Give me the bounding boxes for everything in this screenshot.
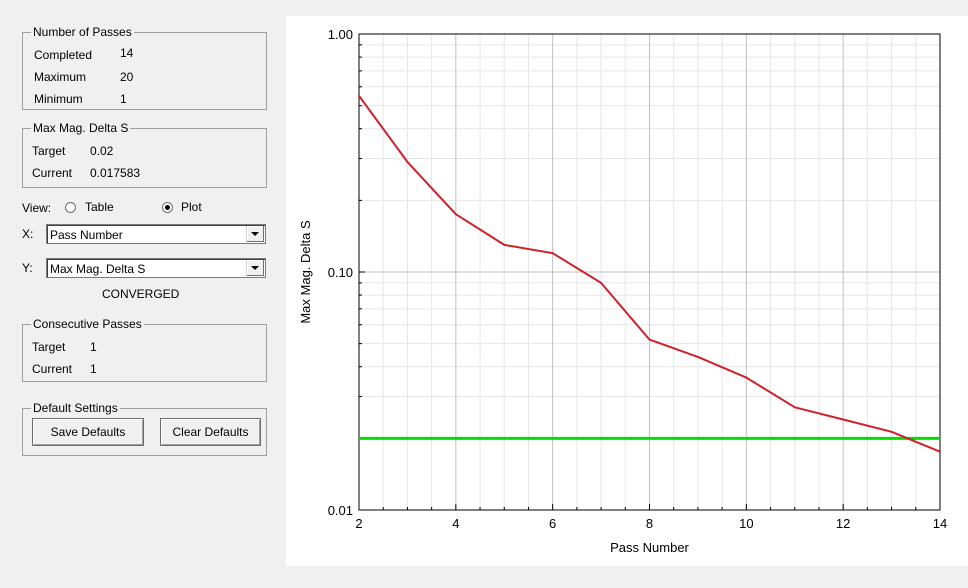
delta-target-value: 0.02: [90, 144, 114, 158]
save-defaults-button[interactable]: Save Defaults: [32, 418, 144, 446]
plot-radio-label[interactable]: Plot: [181, 200, 202, 214]
convergence-chart: 2 4 6 8 10 12 14 0.01 0.10 1.00 Pass Number Max M…: [298, 27, 948, 555]
clear-defaults-button[interactable]: Clear Defaults: [160, 418, 261, 446]
delta-target-label: Target: [32, 144, 66, 158]
plot-panel: 2 4 6 8 10 12 14 0.01 0.10 1.00 Pass Number Max M…: [286, 16, 968, 566]
minimum-label: Minimum: [34, 92, 83, 106]
maximum-label: Maximum: [34, 70, 87, 84]
y-axis-select-value: Max Mag. Delta S: [50, 262, 146, 276]
data-point: [503, 243, 506, 246]
consecutive-passes-title: Consecutive Passes: [31, 317, 144, 331]
x-tick-label: 14: [933, 516, 947, 531]
chevron-down-icon[interactable]: [246, 260, 264, 276]
data-point: [793, 406, 796, 409]
data-point: [745, 376, 748, 379]
y-axis-select[interactable]: Max Mag. Delta S: [46, 258, 266, 278]
delta-current-label: Current: [32, 166, 73, 180]
data-point: [600, 281, 603, 284]
default-settings-title: Default Settings: [31, 401, 120, 415]
chevron-down-icon[interactable]: [246, 226, 264, 242]
delta-current-value: 0.017583: [90, 166, 141, 180]
plot-radio[interactable]: [162, 202, 173, 213]
number-of-passes-group: Number of Passes Completed 14 Maximum 20…: [22, 25, 267, 110]
data-point: [358, 94, 360, 97]
x-tick-label: 8: [646, 516, 653, 531]
minimum-value: 1: [120, 92, 127, 106]
x-tick-label: 4: [452, 516, 459, 531]
x-tick-label: 2: [355, 516, 362, 531]
completed-value: 14: [120, 46, 134, 60]
table-radio[interactable]: [65, 202, 76, 213]
convergence-status: CONVERGED: [102, 287, 180, 301]
consecutive-target-label: Target: [32, 340, 66, 354]
maximum-value: 20: [120, 70, 134, 84]
consecutive-passes-group: Consecutive Passes Target 1 Current 1: [22, 317, 267, 382]
default-settings-group: Default Settings Save Defaults Clear Def…: [22, 401, 267, 456]
x-axis-title: Pass Number: [610, 540, 689, 555]
data-point: [406, 160, 409, 163]
y-axis-label: Y:: [22, 261, 33, 275]
max-mag-delta-s-group: Max Mag. Delta S Target 0.02 Current 0.0…: [22, 121, 267, 188]
x-axis-select-value: Pass Number: [50, 228, 123, 242]
view-label: View:: [22, 201, 52, 215]
x-tick-label: 6: [549, 516, 556, 531]
consecutive-current-value: 1: [90, 362, 97, 376]
completed-label: Completed: [34, 48, 93, 62]
x-tick-label: 12: [836, 516, 850, 531]
max-mag-delta-s-title: Max Mag. Delta S: [31, 121, 131, 135]
data-point: [551, 252, 554, 255]
y-tick-label: 1.00: [328, 27, 353, 42]
x-axis-select[interactable]: Pass Number: [46, 224, 266, 244]
data-point: [696, 355, 699, 358]
table-radio-label[interactable]: Table: [85, 200, 114, 214]
data-point: [939, 450, 941, 453]
x-tick-label: 10: [739, 516, 753, 531]
plot-lines: [358, 94, 941, 453]
number-of-passes-title: Number of Passes: [31, 25, 134, 39]
consecutive-target-value: 1: [90, 340, 97, 354]
y-tick-label: 0.01: [328, 503, 353, 518]
data-point: [648, 338, 651, 341]
data-point: [842, 418, 845, 421]
x-axis-label: X:: [22, 227, 34, 241]
data-point: [890, 430, 893, 433]
axis-ticks: 2 4 6 8 10 12 14 0.01 0.10 1.00: [328, 27, 948, 531]
consecutive-current-label: Current: [32, 362, 73, 376]
y-axis-title: Max Mag. Delta S: [298, 220, 313, 324]
data-point: [454, 213, 457, 216]
y-tick-label: 0.10: [328, 265, 353, 280]
